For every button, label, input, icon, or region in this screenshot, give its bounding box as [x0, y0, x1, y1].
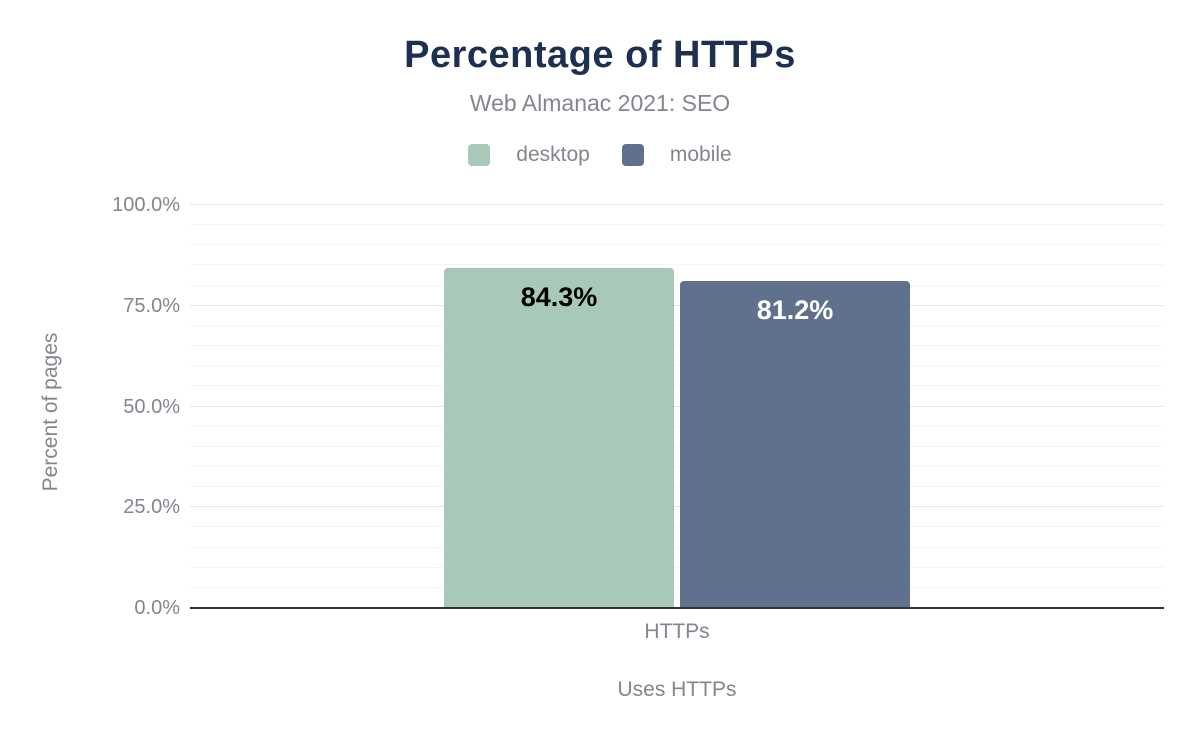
- minor-gridline: [190, 224, 1164, 226]
- minor-gridline: [190, 586, 1164, 588]
- minor-gridline: [190, 546, 1164, 548]
- x-axis-title: Uses HTTPs: [617, 678, 737, 701]
- y-tick-label: 50.0%: [123, 395, 180, 418]
- bar-desktop[interactable]: 84.3%: [444, 268, 674, 608]
- minor-gridline: [190, 526, 1164, 528]
- minor-gridline: [190, 445, 1164, 447]
- minor-gridline: [190, 486, 1164, 488]
- y-axis-title: Percent of pages: [39, 332, 62, 492]
- chart-title: Percentage of HTTPs: [404, 34, 796, 76]
- y-tick-label: 100.0%: [112, 194, 180, 216]
- legend-swatch-desktop: [468, 144, 491, 166]
- legend-swatch-mobile: [621, 144, 644, 166]
- x-category-label: HTTPs: [644, 620, 710, 643]
- bar-value-label-mobile: 81.2%: [756, 294, 834, 325]
- minor-gridline: [190, 284, 1164, 286]
- bar-mobile[interactable]: 81.2%: [680, 280, 910, 608]
- major-gridline: [190, 506, 1164, 508]
- minor-gridline: [190, 264, 1164, 266]
- minor-gridline: [190, 365, 1164, 367]
- y-tick-label: 75.0%: [123, 294, 180, 317]
- chart-subtitle: Web Almanac 2021: SEO: [469, 90, 731, 116]
- bar-value-label-desktop: 84.3%: [520, 282, 598, 313]
- minor-gridline: [190, 465, 1164, 467]
- minor-gridline: [190, 425, 1164, 427]
- x-axis-line: [190, 607, 1164, 609]
- plot-area: 84.3% 81.2%: [190, 204, 1164, 609]
- major-gridline: [190, 204, 1164, 205]
- minor-gridline: [190, 244, 1164, 246]
- legend-label-mobile: mobile: [669, 143, 732, 166]
- minor-gridline: [190, 324, 1164, 326]
- legend: desktop mobile: [0, 143, 1200, 167]
- major-gridline: [190, 405, 1164, 407]
- minor-gridline: [190, 345, 1164, 347]
- y-tick-label: 0.0%: [134, 597, 180, 619]
- minor-gridline: [190, 385, 1164, 387]
- legend-item-desktop: desktop: [468, 143, 590, 167]
- legend-item-mobile: mobile: [621, 143, 732, 167]
- minor-gridline: [190, 566, 1164, 568]
- major-gridline: [190, 304, 1164, 306]
- bars: 84.3% 81.2%: [190, 205, 1164, 608]
- y-tick-label: 25.0%: [123, 496, 180, 519]
- legend-label-desktop: desktop: [516, 143, 590, 166]
- y-axis-ticks: 0.0% 25.0% 50.0% 75.0% 100.0%: [0, 195, 180, 618]
